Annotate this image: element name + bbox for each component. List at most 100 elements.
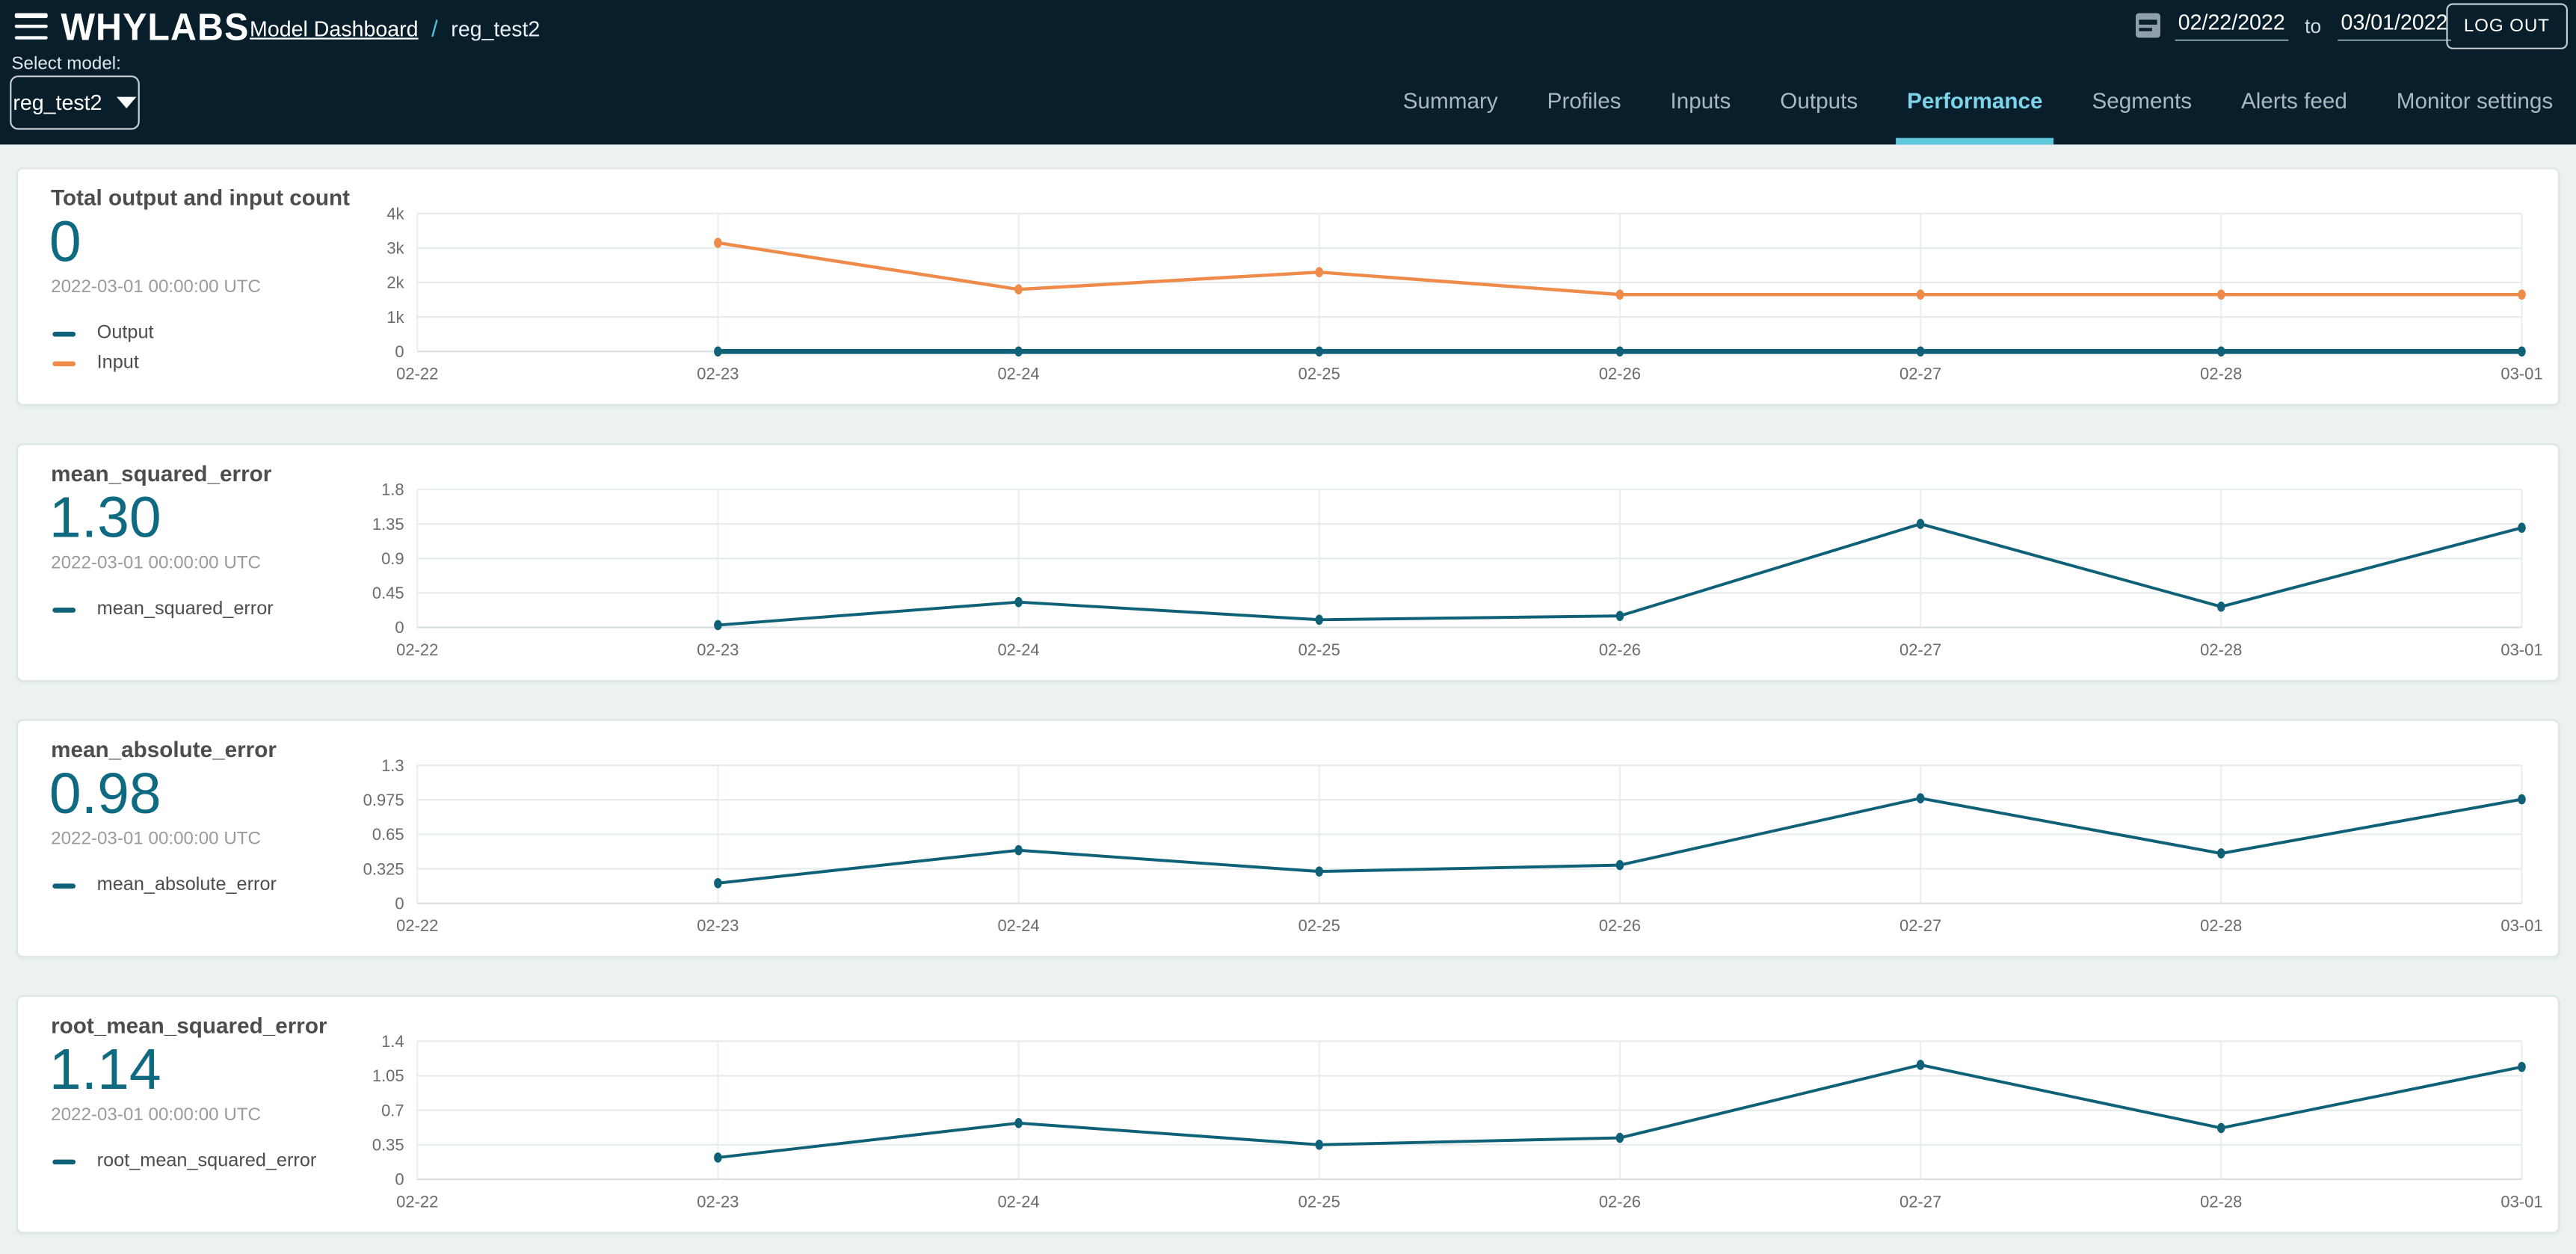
data-point[interactable] — [1615, 859, 1624, 871]
data-point[interactable] — [1916, 346, 1925, 357]
legend-item[interactable]: root_mean_squared_error — [52, 1152, 316, 1171]
legend-item[interactable]: mean_squared_error — [52, 599, 274, 620]
x-axis-tick-label: 02-24 — [997, 1192, 1039, 1211]
metric-card: Total output and input count 0 2022-03-0… — [16, 167, 2560, 406]
chart-svg: 1.3 0.975 0.65 0.325 0 02-22 02-23 02-24 02-25 02… — [363, 756, 2543, 935]
data-point[interactable] — [2518, 289, 2526, 300]
data-point[interactable] — [1014, 596, 1023, 608]
metric-card: root_mean_squared_error 1.14 2022-03-01 … — [16, 995, 2560, 1234]
tab-profiles[interactable]: Profiles — [1547, 88, 1621, 114]
metric-chart[interactable]: 1.4 1.05 0.7 0.35 0 02-22 02-23 02-24 02-25 02-26… — [347, 1013, 2548, 1220]
card-current-value: 0 — [49, 210, 81, 275]
card-current-value: 1.14 — [49, 1037, 161, 1102]
data-point[interactable] — [1916, 1060, 1925, 1070]
card-title: mean_squared_error — [51, 461, 272, 487]
data-point[interactable] — [1916, 793, 1925, 803]
data-point[interactable] — [1615, 346, 1624, 357]
data-point[interactable] — [2518, 346, 2526, 357]
breadcrumb-current-model: reg_test2 — [451, 16, 540, 41]
x-axis-tick-label: 02-23 — [697, 640, 739, 659]
legend-item[interactable]: mean_absolute_error — [52, 875, 277, 895]
data-point[interactable] — [1014, 284, 1023, 295]
y-axis-tick-label: 0 — [395, 342, 404, 361]
x-axis-tick-label: 02-22 — [396, 916, 438, 935]
data-point[interactable] — [1615, 611, 1624, 621]
data-point[interactable] — [1615, 289, 1624, 300]
x-axis-tick-label: 02-25 — [1298, 916, 1340, 935]
end-date-input[interactable]: 03/01/2022 — [2338, 10, 2451, 41]
x-axis-tick-label: 02-25 — [1298, 1192, 1340, 1211]
data-point[interactable] — [1315, 1139, 1324, 1150]
y-axis-tick-label: 0.65 — [372, 825, 404, 844]
data-point[interactable] — [1014, 844, 1023, 856]
y-axis-tick-label: 1.35 — [372, 515, 404, 534]
data-point[interactable] — [714, 346, 722, 357]
x-axis-tick-label: 02-28 — [2200, 640, 2242, 659]
data-point[interactable] — [2217, 1122, 2225, 1134]
chart-svg: 1.8 1.35 0.9 0.45 0 02-22 02-23 02-24 02-25 02-26… — [372, 481, 2543, 659]
hamburger-menu-icon[interactable] — [14, 13, 48, 40]
data-point[interactable] — [714, 1152, 722, 1163]
date-range-to-label: to — [2305, 13, 2322, 37]
data-point[interactable] — [714, 620, 722, 631]
x-axis-tick-label: 03-01 — [2500, 365, 2542, 383]
tab-segments[interactable]: Segments — [2092, 88, 2193, 114]
data-point[interactable] — [1315, 866, 1324, 877]
x-axis-tick-label: 02-23 — [697, 365, 739, 383]
y-axis-tick-label: 0.45 — [372, 584, 404, 602]
card-current-value: 0.98 — [49, 762, 161, 827]
breadcrumb-model-dashboard-link[interactable]: Model Dashboard — [250, 16, 419, 41]
tab-inputs[interactable]: Inputs — [1670, 88, 1731, 114]
x-axis-tick-label: 02-27 — [1899, 365, 1941, 383]
legend-item[interactable]: Input — [52, 353, 153, 373]
x-axis-tick-label: 02-27 — [1899, 640, 1941, 659]
legend-item[interactable]: Output — [52, 324, 154, 343]
metric-chart[interactable]: 1.8 1.35 0.9 0.45 0 02-22 02-23 02-24 02-25 02-26… — [347, 462, 2548, 669]
legend-item-label: mean_absolute_error — [96, 875, 277, 895]
x-axis-tick-label: 02-23 — [697, 1192, 739, 1211]
legend-dash-icon — [52, 360, 76, 365]
logout-button[interactable]: LOG OUT — [2445, 3, 2569, 49]
y-axis-tick-label: 1.4 — [381, 1032, 404, 1051]
data-point[interactable] — [1014, 1117, 1023, 1128]
tab-alerts-feed[interactable]: Alerts feed — [2241, 88, 2347, 114]
whylabs-logo: WHYLABS — [61, 5, 250, 49]
data-point[interactable] — [1315, 614, 1324, 626]
model-select-dropdown[interactable]: reg_test2 — [10, 75, 140, 130]
data-point[interactable] — [1916, 289, 1925, 300]
data-point[interactable] — [2217, 602, 2225, 612]
y-axis-tick-label: 2k — [386, 274, 404, 292]
metric-chart[interactable]: 4k 3k 2k 1k 0 02-22 02-23 02-24 02-25 02-26 02-27 0… — [347, 185, 2548, 392]
data-point[interactable] — [2217, 848, 2225, 859]
data-point[interactable] — [2217, 289, 2225, 300]
data-point[interactable] — [714, 877, 722, 889]
card-title: mean_absolute_error — [51, 737, 277, 762]
data-point[interactable] — [714, 238, 722, 248]
start-date-input[interactable]: 02/22/2022 — [2175, 10, 2289, 41]
tab-performance[interactable]: Performance — [1895, 89, 2053, 145]
card-current-value: 1.30 — [49, 486, 161, 551]
tab-monitor-settings[interactable]: Monitor settings — [2396, 88, 2554, 114]
data-point[interactable] — [1315, 346, 1324, 357]
tab-outputs[interactable]: Outputs — [1780, 88, 1858, 114]
chart-svg: 4k 3k 2k 1k 0 02-22 02-23 02-24 02-25 02-26 02-27 0… — [386, 204, 2542, 383]
metric-chart[interactable]: 1.3 0.975 0.65 0.325 0 02-22 02-23 02-24 02-25 02… — [347, 738, 2548, 945]
calendar-icon[interactable] — [2135, 13, 2160, 38]
data-point[interactable] — [2518, 794, 2526, 805]
legend-dash-icon — [52, 330, 76, 336]
data-point[interactable] — [1615, 1132, 1624, 1143]
y-axis-tick-label: 0 — [395, 894, 404, 912]
data-point[interactable] — [1916, 519, 1925, 529]
data-point[interactable] — [1315, 267, 1324, 277]
data-point[interactable] — [2518, 522, 2526, 534]
chart-svg: 1.4 1.05 0.7 0.35 0 02-22 02-23 02-24 02-25 02-26… — [372, 1032, 2543, 1211]
x-axis-tick-label: 02-26 — [1599, 365, 1641, 383]
y-axis-tick-label: 0.325 — [363, 859, 404, 878]
x-axis-tick-label: 03-01 — [2500, 1192, 2542, 1211]
x-axis-tick-label: 02-28 — [2200, 365, 2242, 383]
data-point[interactable] — [2217, 346, 2225, 357]
tab-summary[interactable]: Summary — [1402, 88, 1498, 114]
data-point[interactable] — [1014, 346, 1023, 357]
data-point[interactable] — [2518, 1061, 2526, 1072]
